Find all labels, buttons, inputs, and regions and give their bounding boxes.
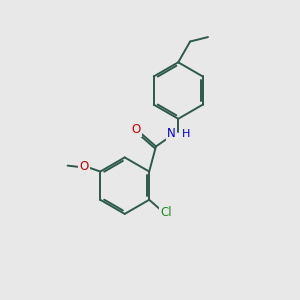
Text: N: N (167, 127, 176, 140)
Text: Cl: Cl (160, 206, 172, 219)
Text: O: O (131, 123, 141, 136)
Text: O: O (79, 160, 88, 173)
Text: H: H (182, 129, 191, 139)
